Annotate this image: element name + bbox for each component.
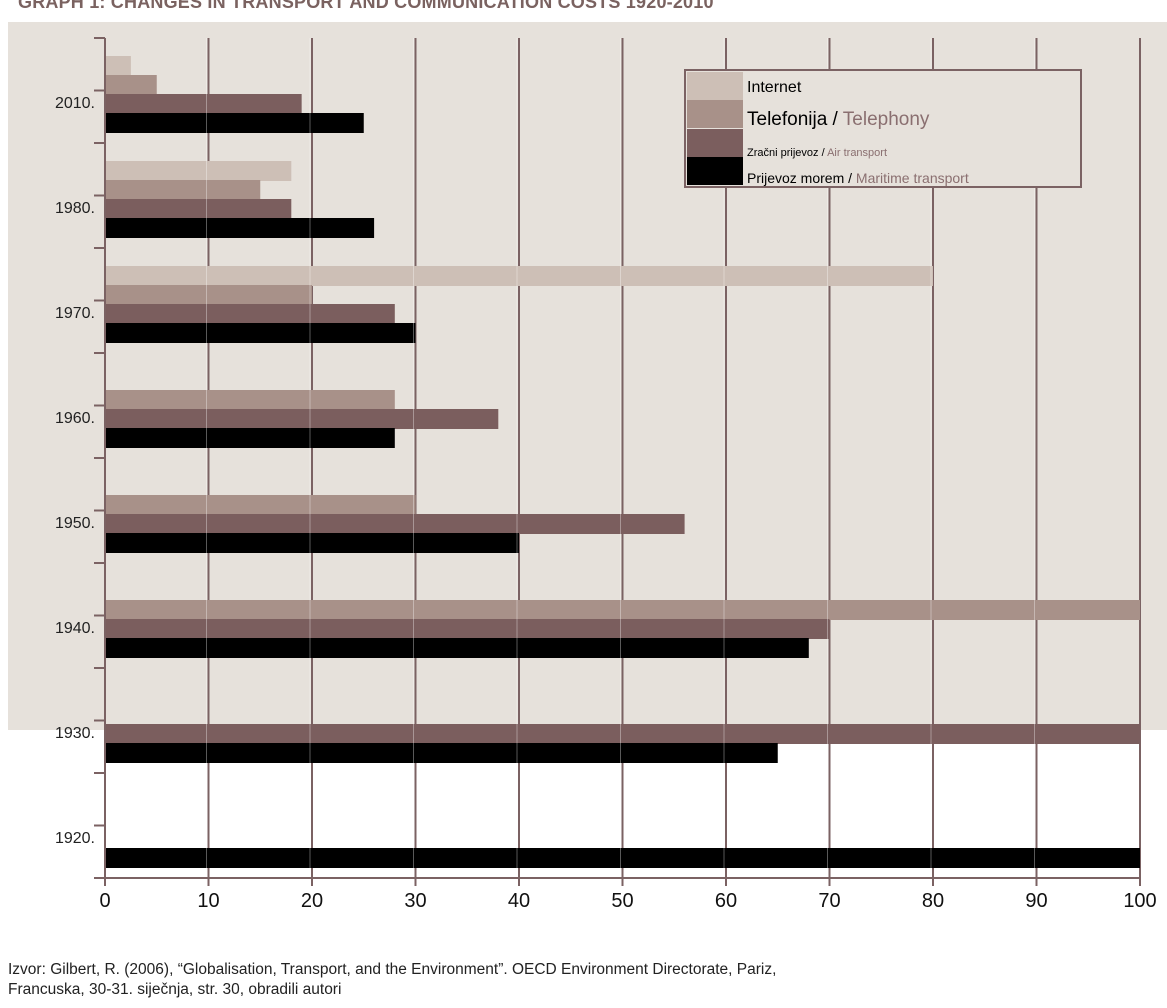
x-tick-label-70: 70 (818, 890, 840, 912)
category-label-1980: 1980. (55, 200, 95, 217)
x-tick-label-40: 40 (508, 890, 530, 912)
x-tick-label-60: 60 (715, 890, 737, 912)
bar-1940-telephony (105, 600, 1140, 620)
legend-box (684, 69, 1082, 188)
x-tick-label-0: 0 (99, 890, 110, 912)
bar-1920-maritime-transport (105, 848, 1140, 868)
bar-1950-air-transport (105, 514, 685, 534)
bar-1980-telephony (105, 180, 261, 200)
legend-swatch-3 (687, 157, 743, 185)
legend-label-0: Internet (747, 79, 802, 96)
category-label-2010: 2010. (55, 95, 95, 112)
bar-1940-air-transport (105, 619, 830, 639)
x-tick-label-20: 20 (301, 890, 323, 912)
bar-1970-telephony (105, 285, 312, 305)
x-tick-label-100: 100 (1123, 890, 1156, 912)
bar-1970-maritime-transport (105, 323, 416, 343)
bar-1960-maritime-transport (105, 428, 395, 448)
bar-1950-telephony (105, 495, 416, 515)
legend-label-3: Prijevoz morem / Maritime transport (747, 170, 969, 186)
x-tick-label-10: 10 (197, 890, 219, 912)
x-tick-label-80: 80 (922, 890, 944, 912)
bar-1970-internet (105, 266, 933, 286)
legend-swatch-0 (687, 72, 743, 100)
source-line-2: Francuska, 30-31. siječnja, str. 30, obr… (8, 981, 342, 998)
bar-1940-maritime-transport (105, 638, 809, 658)
legend-swatch-1 (687, 100, 743, 128)
category-label-1960: 1960. (55, 410, 95, 427)
category-label-1920: 1920. (55, 830, 95, 847)
bar-1970-air-transport (105, 304, 395, 324)
legend-label-2: Zračni prijevoz / Air transport (747, 147, 887, 159)
category-label-1950: 1950. (55, 515, 95, 532)
bar-1980-maritime-transport (105, 218, 375, 238)
category-label-1970: 1970. (55, 305, 95, 322)
bar-1930-maritime-transport (105, 743, 778, 763)
bar-2010-internet (105, 56, 131, 76)
x-tick-label-50: 50 (611, 890, 633, 912)
chart-title: GRAPH 1: CHANGES IN TRANSPORT AND COMMUN… (18, 0, 714, 12)
bar-1980-air-transport (105, 199, 292, 219)
bar-2010-telephony (105, 75, 157, 95)
bar-1950-maritime-transport (105, 533, 519, 553)
bar-chart: 1920. 1930. 1940. 1950. 1960. 1970. 1980. 2010.… (55, 37, 1157, 912)
legend-swatch-2 (687, 129, 743, 157)
bar-1960-telephony (105, 390, 395, 410)
x-tick-label-30: 30 (404, 890, 426, 912)
bar-1960-air-transport (105, 409, 499, 429)
category-label-1940: 1940. (55, 620, 95, 637)
bar-1930-air-transport (105, 724, 1140, 744)
category-label-1930: 1930. (55, 725, 95, 742)
bar-1980-internet (105, 161, 292, 181)
source-line-1: Izvor: Gilbert, R. (2006), “Globalisatio… (8, 961, 777, 978)
legend-label-1: Telefonija / Telephony (747, 109, 930, 130)
x-tick-label-90: 90 (1025, 890, 1047, 912)
source-note: Izvor: Gilbert, R. (2006), “Globalisatio… (8, 960, 1158, 1000)
bar-2010-maritime-transport (105, 113, 364, 133)
bar-2010-air-transport (105, 94, 302, 114)
